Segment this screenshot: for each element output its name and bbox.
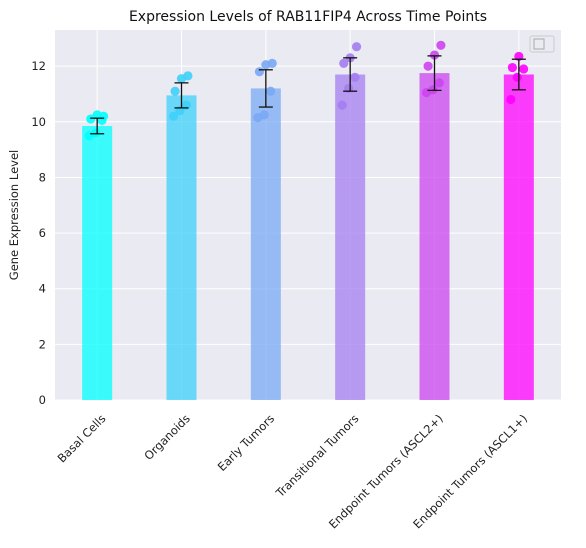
y-tick-label: 10 <box>31 115 46 129</box>
data-point <box>506 94 516 105</box>
data-point <box>512 72 522 82</box>
y-tick-label: 12 <box>31 59 46 73</box>
x-tick-label: Transitional Tumors <box>272 411 361 500</box>
data-point <box>429 50 440 60</box>
y-tick-label: 8 <box>39 170 46 184</box>
data-point <box>337 100 347 110</box>
data-point <box>259 110 269 120</box>
legend-box <box>529 35 555 53</box>
y-tick-label: 6 <box>39 226 46 240</box>
bar <box>503 74 534 400</box>
legend-handle <box>533 38 545 50</box>
bars-group <box>82 73 534 400</box>
data-point <box>339 58 349 68</box>
plot-background <box>55 30 561 400</box>
data-point <box>90 128 101 138</box>
bar <box>82 125 113 400</box>
y-tick-label: 0 <box>39 393 46 407</box>
data-point <box>168 111 179 121</box>
data-point <box>350 72 360 82</box>
data-point <box>519 64 529 74</box>
data-point <box>267 58 277 68</box>
data-point <box>266 86 276 96</box>
data-point <box>183 71 193 81</box>
y-tick-label: 2 <box>39 337 46 351</box>
bar <box>166 95 197 400</box>
x-tick-labels: Basal Cells Organoids Early TumorsTransiti… <box>55 411 531 531</box>
y-tick-labels: 0 2 4 6 8 10 12 <box>31 59 46 407</box>
data-point <box>351 42 362 52</box>
x-tick-label: Early Tumors <box>215 411 277 473</box>
data-point <box>423 61 433 71</box>
data-point <box>507 62 518 73</box>
data-point <box>434 78 444 88</box>
y-tick-label: 4 <box>39 282 46 296</box>
error-bars-group <box>90 55 526 135</box>
data-point <box>436 40 446 50</box>
data-point <box>170 86 180 96</box>
x-tick-label: Organoids <box>141 411 192 462</box>
data-point <box>98 111 109 121</box>
data-point <box>254 67 265 77</box>
bar <box>335 74 366 400</box>
x-tick-label: Basal Cells <box>55 411 109 465</box>
chart-title: Expression Levels of RAB11FIP4 Across Ti… <box>129 9 487 25</box>
bar <box>419 73 450 400</box>
legend <box>529 35 555 53</box>
y-axis-title: Gene Expression Level <box>7 150 21 280</box>
bar <box>250 88 281 400</box>
